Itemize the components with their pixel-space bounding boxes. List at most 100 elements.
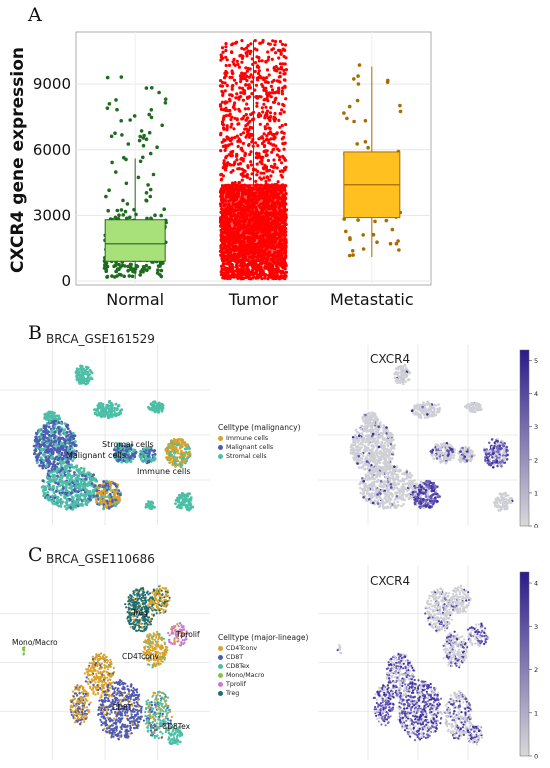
- cell-point: [114, 452, 118, 455]
- data-point: [247, 255, 252, 259]
- cell-point: [75, 375, 79, 379]
- data-point: [219, 244, 223, 248]
- data-point: [266, 183, 270, 187]
- data-point: [120, 263, 125, 268]
- cell-point: [71, 441, 75, 445]
- data-point: [276, 147, 280, 151]
- cell-point: [93, 484, 97, 488]
- data-point: [230, 75, 234, 79]
- cell-point: [34, 455, 38, 459]
- data-point: [246, 107, 250, 111]
- data-point: [113, 131, 117, 135]
- data-point: [255, 65, 259, 69]
- cell-point: [101, 402, 105, 406]
- data-point: [224, 236, 228, 240]
- cell-point: [148, 504, 152, 508]
- data-point: [221, 262, 225, 266]
- data-point: [283, 158, 288, 162]
- data-point: [220, 193, 224, 197]
- data-point: [284, 230, 288, 234]
- data-point: [281, 47, 285, 51]
- data-point: [273, 111, 277, 116]
- data-point: [350, 249, 355, 253]
- cell-point: [79, 481, 83, 485]
- data-point: [268, 130, 272, 134]
- cell-point: [80, 381, 83, 385]
- cell-point: [186, 443, 189, 447]
- cell-point: [120, 444, 124, 448]
- data-point: [223, 276, 227, 280]
- cell-point: [102, 507, 105, 511]
- cell-point: [90, 496, 94, 499]
- cell-point: [106, 411, 109, 415]
- cell-point: [95, 500, 98, 504]
- data-point: [280, 185, 285, 190]
- data-point: [244, 118, 248, 122]
- data-point: [265, 134, 269, 138]
- data-point: [221, 126, 226, 130]
- x-tick-label: Metastatic: [330, 290, 414, 309]
- data-point: [273, 246, 277, 250]
- data-point: [224, 74, 228, 78]
- cell-point: [46, 450, 50, 454]
- cell-point: [49, 430, 53, 434]
- data-point: [257, 95, 261, 99]
- cell-point: [107, 416, 110, 420]
- data-point: [277, 235, 281, 239]
- data-point: [281, 102, 285, 107]
- data-point: [282, 147, 286, 151]
- data-point: [264, 105, 268, 109]
- cell-point: [177, 440, 181, 444]
- cell-point: [38, 428, 42, 432]
- data-point: [122, 274, 126, 279]
- data-point: [232, 275, 236, 279]
- cell-point: [68, 486, 71, 490]
- data-point: [232, 78, 237, 82]
- data-point: [256, 216, 260, 220]
- data-point: [351, 253, 355, 257]
- data-point: [262, 200, 266, 204]
- cell-point: [105, 479, 108, 483]
- data-point: [281, 259, 285, 263]
- data-point: [229, 184, 233, 188]
- data-point: [278, 210, 282, 214]
- data-point: [226, 234, 230, 238]
- cell-point: [123, 453, 127, 457]
- cell-point: [174, 440, 178, 444]
- cell-point: [87, 481, 91, 484]
- data-point: [366, 145, 370, 150]
- data-point: [223, 246, 227, 250]
- cell-point: [32, 444, 36, 448]
- data-point: [230, 154, 234, 158]
- data-point: [284, 233, 288, 237]
- data-point: [239, 91, 243, 95]
- cell-point: [44, 424, 48, 427]
- cell-point: [45, 414, 48, 418]
- cell-point: [147, 454, 150, 458]
- data-point: [266, 158, 270, 163]
- data-point: [221, 174, 225, 178]
- data-point: [115, 267, 120, 271]
- cell-point: [68, 472, 71, 476]
- data-point: [219, 149, 223, 153]
- data-point: [259, 171, 263, 175]
- cell-point: [113, 406, 117, 410]
- cell-point: [87, 379, 91, 383]
- data-point: [238, 245, 242, 249]
- data-point: [225, 135, 229, 139]
- cell-point: [74, 481, 77, 485]
- data-point: [253, 61, 258, 65]
- data-point: [239, 132, 243, 137]
- data-point: [142, 267, 147, 271]
- data-point: [262, 222, 266, 226]
- cell-point: [114, 498, 117, 502]
- data-point: [233, 233, 237, 237]
- cell-point: [79, 466, 83, 470]
- data-point: [222, 184, 226, 188]
- data-point: [220, 231, 224, 235]
- data-point: [276, 79, 281, 83]
- data-point: [162, 207, 166, 211]
- cell-point: [107, 404, 111, 408]
- data-point: [146, 183, 150, 187]
